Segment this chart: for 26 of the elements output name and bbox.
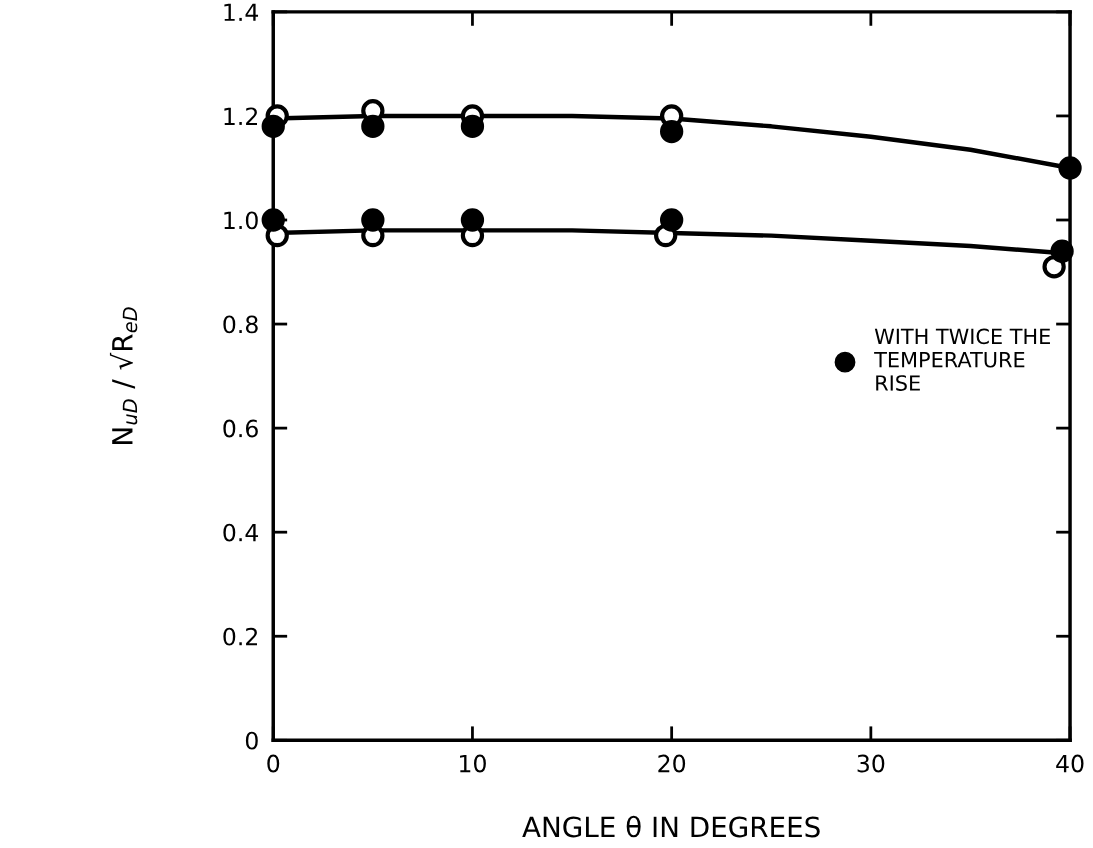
x-axis-title: ANGLE θ IN DEGREES bbox=[522, 815, 820, 838]
point bbox=[261, 208, 285, 232]
point bbox=[261, 114, 285, 138]
y-tick-label: 1.2 bbox=[224, 107, 257, 125]
y-tick-label: 0.2 bbox=[223, 627, 257, 646]
x-tick-label: 20 bbox=[658, 754, 686, 773]
y-tick-label: 0.6 bbox=[223, 419, 258, 438]
y-tick-label: 0.8 bbox=[223, 315, 258, 334]
x-tick-label: 30 bbox=[857, 754, 885, 773]
point bbox=[361, 114, 385, 138]
point bbox=[361, 208, 385, 232]
legend-label: WITH TWICE THE TEMPERATURE RISE bbox=[874, 328, 1050, 391]
y-tick-label: 1.4 bbox=[224, 3, 259, 21]
y-tick-label: 0.4 bbox=[223, 523, 259, 542]
point bbox=[460, 208, 485, 232]
point bbox=[1058, 156, 1082, 180]
point bbox=[1050, 239, 1074, 263]
point bbox=[460, 114, 485, 138]
point bbox=[659, 208, 684, 232]
y-tick-label: 1.0 bbox=[224, 211, 258, 230]
x-tick-label: 10 bbox=[460, 754, 486, 773]
point bbox=[659, 119, 684, 144]
y-axis-title: N$_{uD}$ / √R$_{eD}$ bbox=[109, 307, 138, 444]
x-tick-label: 0 bbox=[267, 754, 280, 773]
y-tick-label: 0 bbox=[245, 731, 258, 750]
x-tick-label: 40 bbox=[1056, 754, 1084, 773]
